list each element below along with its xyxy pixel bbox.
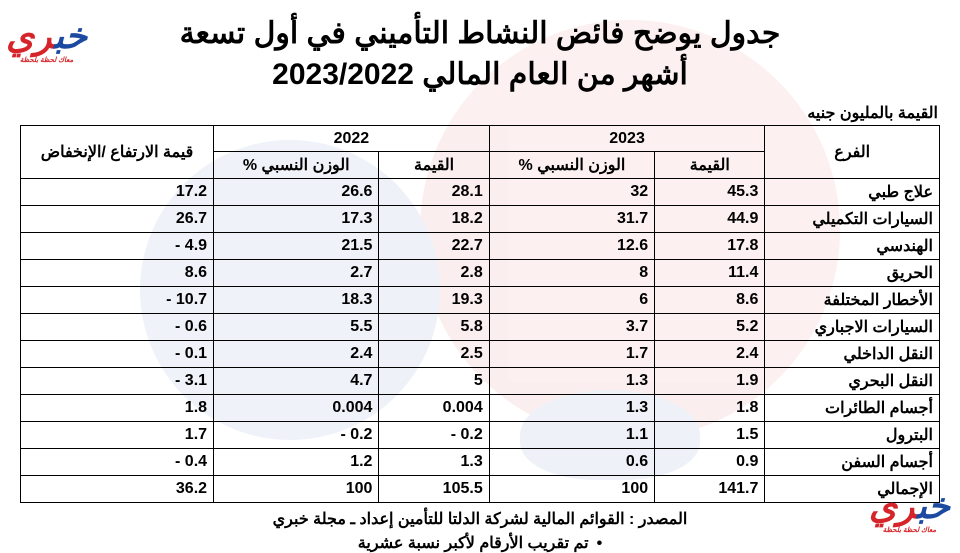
logo-bottom: خبري معاك لحظة بلحظة [869,488,950,534]
col-2022: 2022 [214,126,490,152]
table-row: الأخطار المختلفة8.6619.318.3- 10.7 [21,287,940,314]
content-area: جدول يوضح فائض النشاط التأميني في أول تس… [0,0,960,553]
logo-top: خبري معاك لحظة بلحظة [6,18,87,64]
col-2022-weight: الوزن النسبي % [214,152,379,179]
table-row: علاج طبي45.33228.126.617.2 [21,179,940,206]
table-row: النقل البحري1.91.354.7- 3.1 [21,368,940,395]
table-row: السيارات الاجباري5.23.75.85.5- 0.6 [21,314,940,341]
table-row: أجسام الطائرات1.81.30.0040.0041.8 [21,395,940,422]
logo-subtext: معاك لحظة بلحظة [6,56,87,64]
table-row: الحريق11.482.82.78.6 [21,260,940,287]
table-row: الهندسي17.812.622.721.5- 4.9 [21,233,940,260]
table-body: علاج طبي45.33228.126.617.2السيارات التكم… [21,179,940,503]
table-row: النقل الداخلي2.41.72.52.4- 0.1 [21,341,940,368]
table-row: أجسام السفن0.90.61.31.2- 0.4 [21,449,940,476]
logo-text-red: ري [6,15,54,56]
col-2023: 2023 [489,126,765,152]
table-row: البترول1.51.1- 0.2- 0.21.7 [21,422,940,449]
col-branch: الفرع [765,126,940,179]
table-header: الفرع 2023 2022 قيمة الارتفاع /الإنخفاض … [21,126,940,179]
footer: المصدر : القوائم المالية لشركة الدلتا لل… [20,509,940,553]
table-row: السيارات التكميلي44.931.718.217.326.7 [21,206,940,233]
col-2022-value: القيمة [379,152,489,179]
data-table: الفرع 2023 2022 قيمة الارتفاع /الإنخفاض … [20,125,940,503]
col-2023-weight: الوزن النسبي % [489,152,654,179]
col-2023-value: القيمة [655,152,765,179]
note-line: تم تقريب الأرقام لأكبر نسبة عشرية [20,533,940,553]
unit-label: القيمة بالمليون جنيه [20,103,938,123]
table-row-total: الإجمالي141.7100105.510036.2 [21,476,940,503]
page-title: جدول يوضح فائض النشاط التأميني في أول تس… [110,14,850,95]
logo-text-blue: خب [54,15,87,56]
col-delta: قيمة الارتفاع /الإنخفاض [21,126,214,179]
source-line: المصدر : القوائم المالية لشركة الدلتا لل… [20,509,940,529]
